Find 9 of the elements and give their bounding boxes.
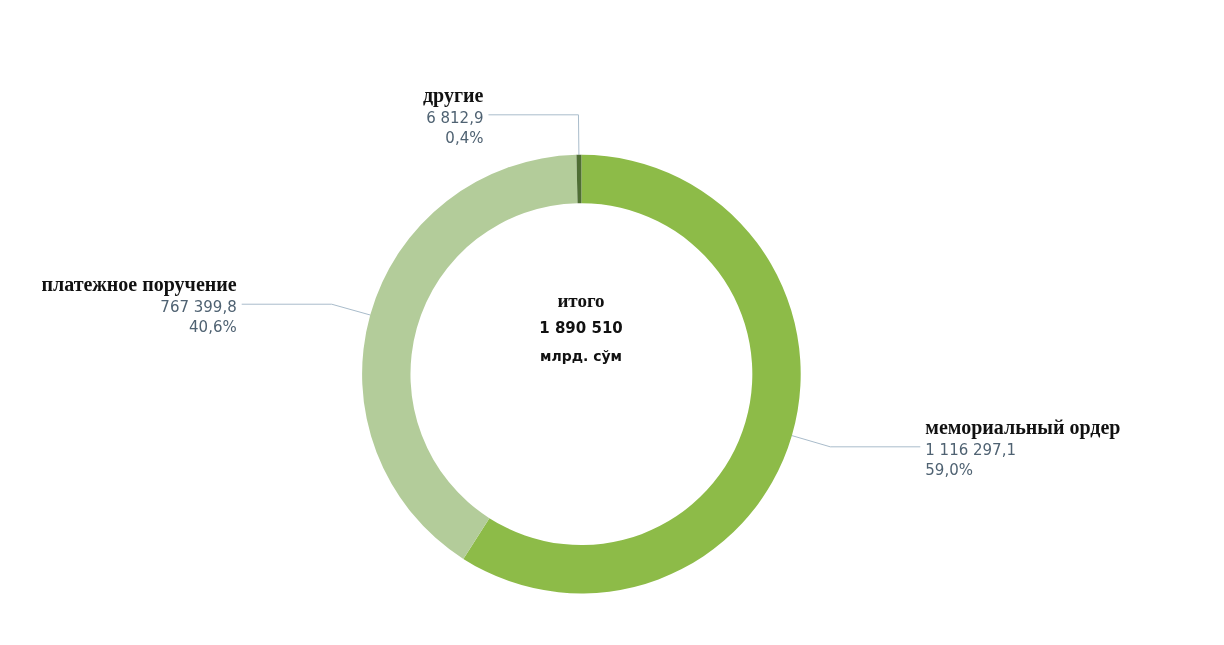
text: млрд. сўм [539,348,623,364]
text: итого [557,289,605,311]
slice-label: другие [423,83,484,107]
data-label: 767 399,8 40,6% [160,298,237,337]
data-label: 6 812,9 0,4% [426,108,484,147]
data-label: 1 116 297,1 59,0% [925,440,1016,479]
slice-label: мемориальный ордер [925,415,1121,439]
slice-label: платежное поручение [41,273,237,297]
text: 1 890 510 [539,319,623,337]
